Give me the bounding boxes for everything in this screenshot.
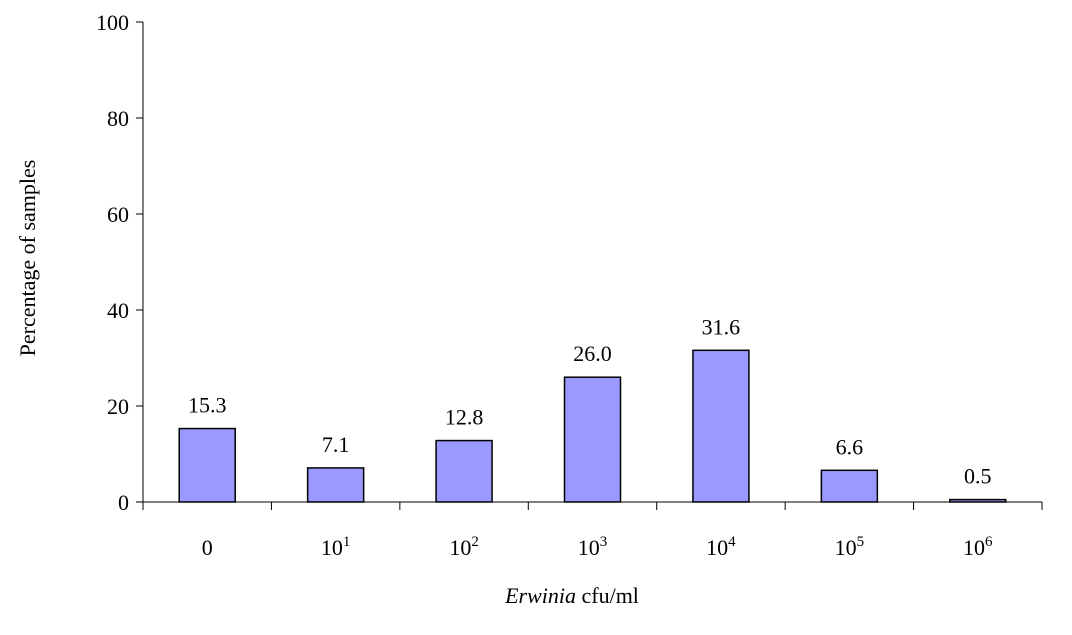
x-axis: 0 101 102 103 104 105 106 [142,501,1043,560]
bar [820,469,879,503]
bar-value-label: 26.0 [573,341,612,366]
bar-value-label: 7.1 [322,432,350,457]
x-tick-label: 104 [706,534,736,560]
x-axis-title-italic: Erwinia [504,583,576,608]
bar [435,439,493,503]
y-tick-label: 0 [118,490,129,515]
bars [178,349,1007,503]
x-tick-label: 101 [321,534,351,560]
x-axis-title-rest: cfu/ml [576,583,639,608]
y-tick-label: 80 [107,106,129,131]
data-labels: 15.3 7.1 12.8 26.0 31.6 6.6 0.5 [188,314,992,488]
bar-value-label: 6.6 [836,434,864,459]
y-tick-label: 40 [107,298,129,323]
y-tick-label: 100 [96,10,129,35]
bar-value-label: 12.8 [445,405,484,430]
y-axis: 0 20 40 60 80 100 [96,10,144,515]
bar [949,498,1007,503]
y-axis-title: Percentage of samples [15,160,40,357]
bar-value-label: 15.3 [188,393,227,418]
x-tick-label: 102 [449,534,479,560]
bar-value-label: 0.5 [964,464,992,489]
bar-value-label: 31.6 [702,314,741,339]
x-tick-label: 105 [835,534,865,560]
bar [692,349,750,503]
x-tick-label: 106 [963,534,993,560]
bar [563,376,622,503]
bar [178,427,236,503]
x-axis-title: Erwinia cfu/ml [504,583,639,608]
y-tick-label: 60 [107,202,129,227]
bar [306,467,365,503]
x-tick-label: 103 [578,534,608,560]
x-tick-label: 0 [202,535,213,560]
y-tick-label: 20 [107,394,129,419]
